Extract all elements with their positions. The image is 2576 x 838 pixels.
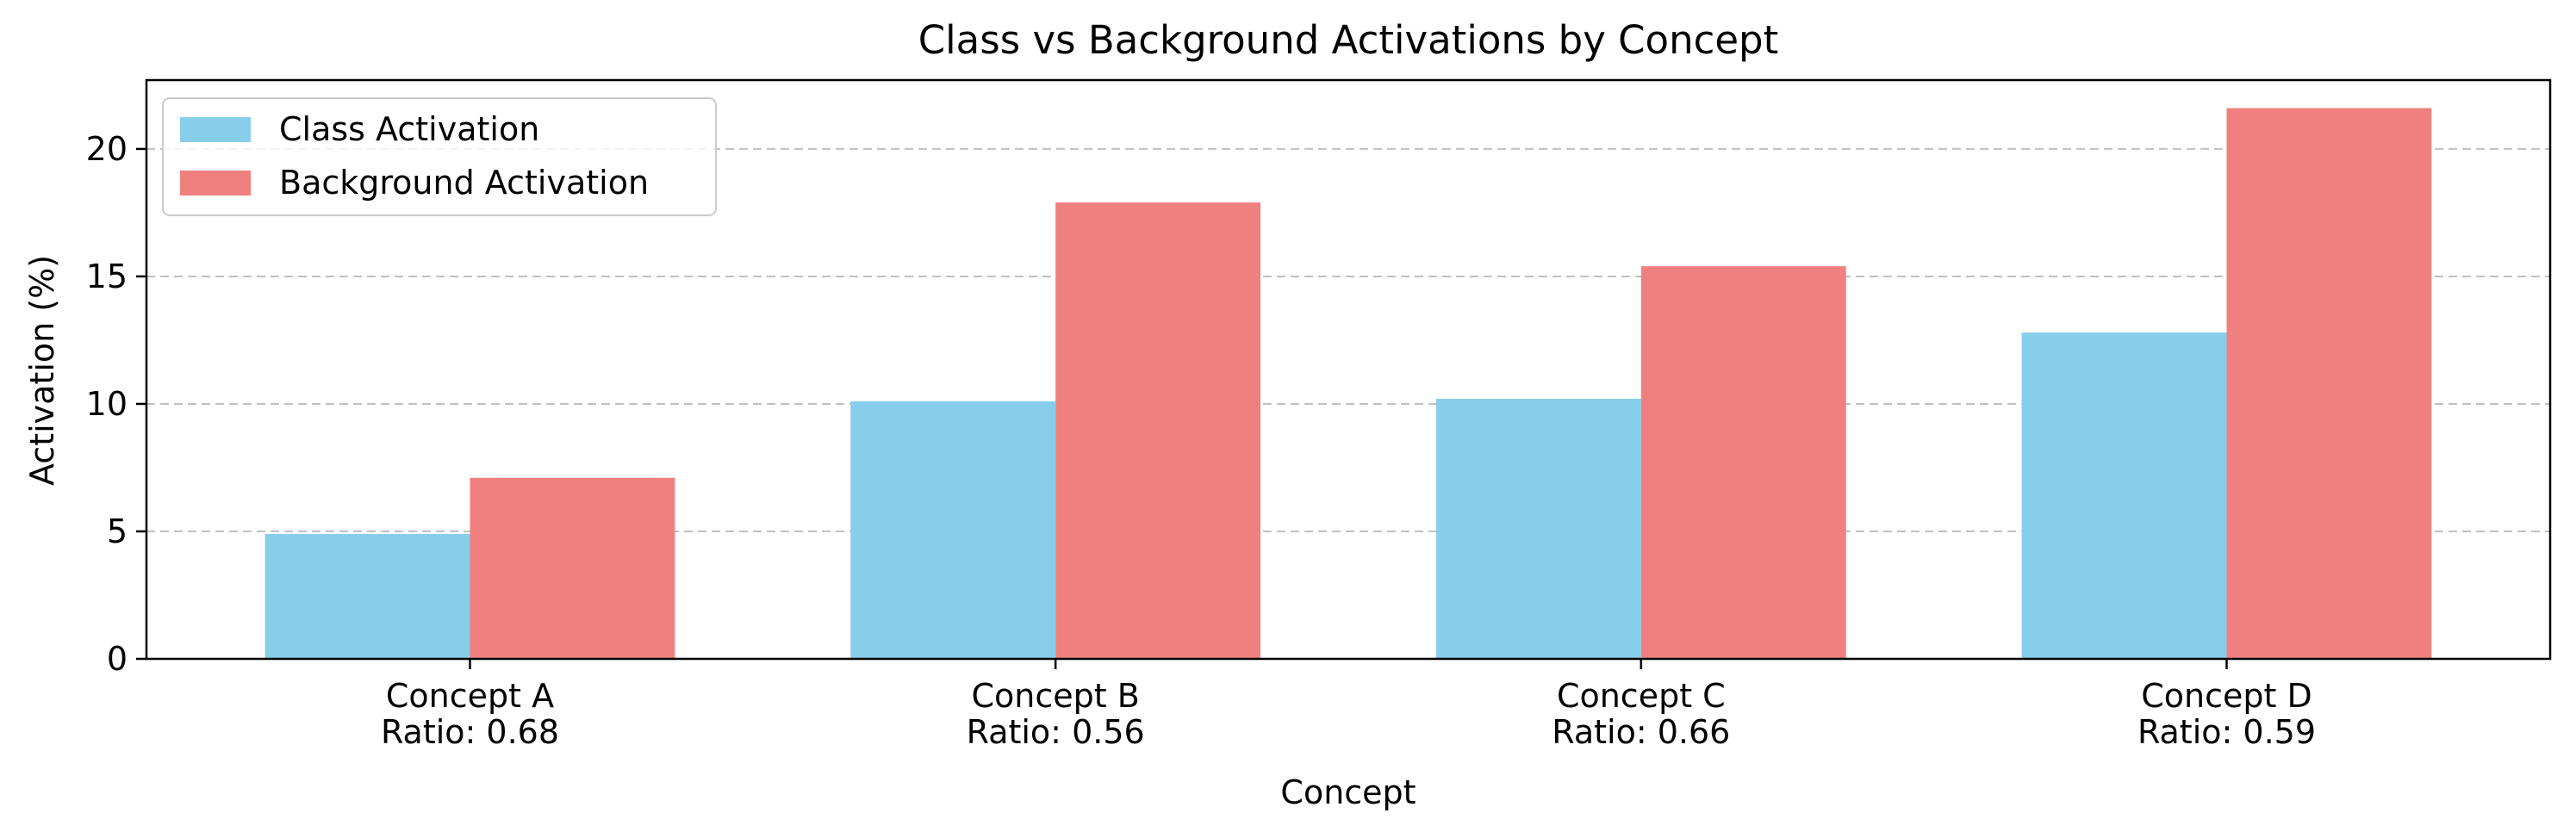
bar-background-3 bbox=[2226, 108, 2432, 660]
y-axis-label: Activation (%) bbox=[23, 255, 61, 486]
legend-label-1: Background Activation bbox=[279, 164, 649, 202]
y-tick-label: 15 bbox=[86, 258, 128, 295]
legend-box bbox=[162, 97, 717, 216]
bar-class-1 bbox=[850, 401, 1056, 659]
bar-background-2 bbox=[1640, 266, 1846, 659]
bar-class-2 bbox=[1435, 399, 1641, 659]
y-tick-label: 0 bbox=[107, 640, 128, 678]
x-tick-sublabel: Ratio: 0.56 bbox=[967, 713, 1145, 751]
bar-class-3 bbox=[2021, 332, 2227, 659]
x-axis-label: Concept bbox=[1280, 773, 1416, 811]
x-tick-sublabel: Ratio: 0.66 bbox=[1552, 713, 1730, 751]
x-tick-sublabel: Ratio: 0.59 bbox=[2137, 713, 2316, 751]
x-tick-sublabel: Ratio: 0.68 bbox=[381, 713, 559, 751]
x-tick-label: Concept A bbox=[386, 677, 554, 715]
legend-label-0: Class Activation bbox=[279, 110, 539, 148]
x-tick-label: Concept D bbox=[2141, 677, 2312, 715]
legend-swatch-1 bbox=[180, 171, 251, 196]
y-tick-label: 20 bbox=[86, 130, 128, 168]
bar-background-1 bbox=[1055, 202, 1261, 659]
y-tick-label: 5 bbox=[107, 512, 128, 550]
bars bbox=[264, 108, 2432, 660]
bar-background-0 bbox=[470, 477, 675, 659]
legend-swatch-0 bbox=[180, 117, 251, 142]
chart-title: Class vs Background Activations by Conce… bbox=[918, 17, 1778, 63]
bar-class-0 bbox=[264, 533, 470, 659]
x-tick-label: Concept B bbox=[972, 677, 1140, 715]
legend: Class Activation Background Activation bbox=[162, 97, 717, 216]
plot-frame bbox=[145, 78, 2552, 661]
x-tick-label: Concept C bbox=[1557, 677, 1726, 715]
y-tick-label: 10 bbox=[86, 385, 128, 423]
